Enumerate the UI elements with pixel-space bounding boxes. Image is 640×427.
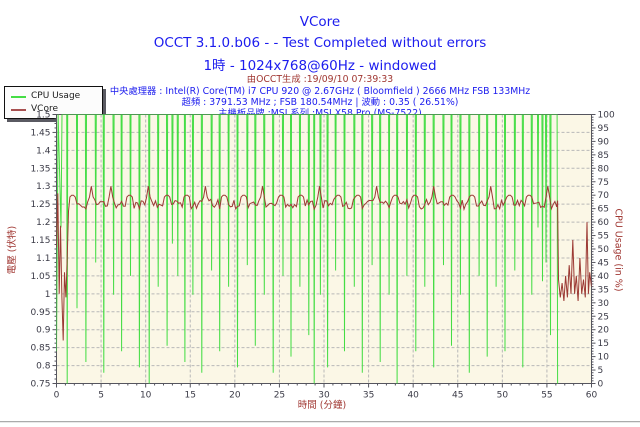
cpu-usage-line-swatch xyxy=(11,95,26,98)
axis-tick-label: 0.9 xyxy=(36,326,51,336)
axis-tick-label: 1.05 xyxy=(30,272,50,282)
axis-tick-label: 30 xyxy=(598,299,610,309)
axis-tick-label: 0 xyxy=(54,391,60,401)
axis-tick-label: 15 xyxy=(185,391,196,401)
legend-item-cpu-usage: CPU Usage xyxy=(9,90,98,103)
test-status-line: OCCT 3.1.0.b06 - - Test Completed withou… xyxy=(153,35,487,51)
axis-tick-label: 1.2 xyxy=(36,218,50,228)
axis-tick-label: 1.15 xyxy=(30,236,50,246)
axis-tick-label: 20 xyxy=(229,391,241,401)
plot-background xyxy=(56,114,592,384)
chart-title: VCore xyxy=(299,14,341,30)
axis-tick-label: 50 xyxy=(598,245,610,255)
axis-tick-label: 95 xyxy=(598,124,609,134)
axis-tick-label: 35 xyxy=(363,391,374,401)
overclock-info-line: 超頻 : 3791.53 MHz ; FSB 180.54MHz | 波動 : … xyxy=(181,97,459,108)
axis-tick-label: 90 xyxy=(598,137,610,147)
axis-tick-label: 25 xyxy=(598,312,609,322)
cpu-usage-series-line xyxy=(56,114,559,384)
axis-tick-label: 50 xyxy=(497,391,509,401)
axis-tick-label: 1.5 xyxy=(36,111,50,121)
axis-tick-label: 30 xyxy=(318,391,330,401)
axis-tick-label: 1.35 xyxy=(30,164,50,174)
axis-tick-label: 0.95 xyxy=(30,308,50,318)
axis-tick-label: 40 xyxy=(407,391,419,401)
axis-tick-label: 20 xyxy=(598,326,610,336)
legend-item-vcore: VCore xyxy=(9,103,98,116)
axis-tick-label: 35 xyxy=(598,285,609,295)
axis-tick-label: 45 xyxy=(598,258,609,268)
axis-tick-label: 0.75 xyxy=(30,380,50,390)
chart-legend: CPU Usage VCore xyxy=(4,86,103,119)
axis-tick-label: 55 xyxy=(541,391,552,401)
legend-label-cpu-usage: CPU Usage xyxy=(31,91,81,101)
bottom-separator-line xyxy=(0,421,640,422)
axis-tick-label: 100 xyxy=(598,111,615,121)
axis-tick-label: 15 xyxy=(598,339,609,349)
x-axis-title: 時間 (分鐘) xyxy=(297,400,347,411)
legend-label-vcore: VCore xyxy=(31,104,58,114)
axis-tick-label: 45 xyxy=(452,391,463,401)
generated-line: 由OCCT生成 :19/09/10 07:39:33 xyxy=(246,74,394,85)
axis-tick-label: 80 xyxy=(598,164,610,174)
axis-tick-label: 0.8 xyxy=(36,362,51,372)
axis-tick-label: 25 xyxy=(274,391,285,401)
axis-tick-label: 40 xyxy=(598,272,610,282)
bottom-separator-highlight xyxy=(0,422,640,423)
axis-tick-label: 1.25 xyxy=(30,200,50,210)
axis-tick-label: 1.1 xyxy=(36,254,50,264)
vcore-series-line xyxy=(56,186,592,341)
axis-tick-label: 75 xyxy=(598,178,609,188)
axis-tick-label: 85 xyxy=(598,151,609,161)
motherboard-info-line: 主機板品牌 :MSI,系列 :MSI X58 Pro (MS-7522) xyxy=(218,108,422,119)
axis-tick-label: 1.4 xyxy=(36,146,51,156)
resolution-line: 1時 - 1024x768@60Hz - windowed xyxy=(203,58,437,74)
y-axis-right-title: CPU Usage (in %) xyxy=(612,208,624,292)
y-axis-left-title: 電壓 (伏特) xyxy=(7,225,18,275)
axis-tick-label: 10 xyxy=(598,353,610,363)
axis-tick-label: 65 xyxy=(598,205,609,215)
axis-tick-label: 0 xyxy=(598,380,604,390)
axis-tick-label: 0.85 xyxy=(30,344,50,354)
axis-tick-label: 60 xyxy=(586,391,598,401)
axis-tick-label: 5 xyxy=(598,366,604,376)
axis-tick-label: 1.3 xyxy=(36,182,50,192)
cpu-info-line: 中央處理器 : Intel(R) Core(TM) i7 CPU 920 @ 2… xyxy=(109,86,531,97)
axis-tick-label: 1.45 xyxy=(30,128,50,138)
axis-tick-label: 1 xyxy=(45,290,51,300)
vcore-line-swatch xyxy=(11,108,26,111)
axis-tick-label: 60 xyxy=(598,218,610,228)
axis-tick-label: 5 xyxy=(98,391,104,401)
axis-tick-label: 70 xyxy=(598,191,610,201)
axis-tick-label: 10 xyxy=(140,391,152,401)
axis-tick-label: 55 xyxy=(598,232,609,242)
